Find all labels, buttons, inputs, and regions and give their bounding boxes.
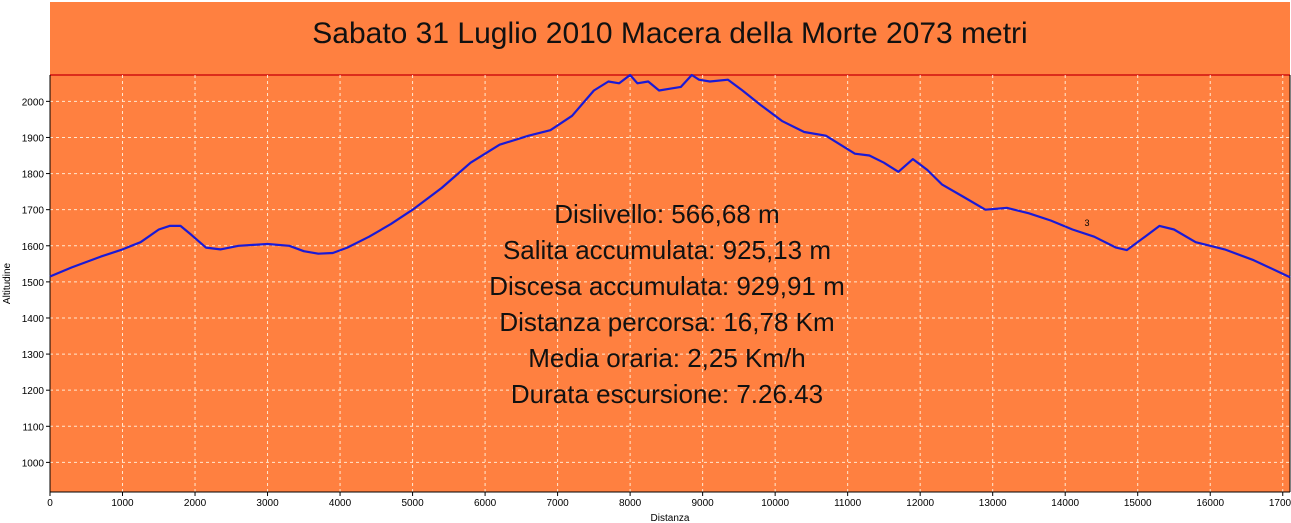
y-tick-label: 1500 xyxy=(22,278,45,289)
ticks: 0 1000 2000 3000 4000 5000 6000 7000 8000 9000 100… xyxy=(22,97,1291,509)
x-tick-label: 9000 xyxy=(692,498,715,509)
plot-background xyxy=(50,75,1290,492)
x-tick-label: 0 xyxy=(47,498,53,509)
y-axis-label: Altitudine xyxy=(2,262,13,304)
stat-total-descent: Discesa accumulata: 929,91 m xyxy=(489,271,845,301)
x-tick-label: 8000 xyxy=(619,498,642,509)
x-tick-label: 3000 xyxy=(256,498,279,509)
stat-distance: Distanza percorsa: 16,78 Km xyxy=(499,307,835,337)
chart-title: Sabato 31 Luglio 2010 Macera della Morte… xyxy=(312,17,1027,50)
elevation-line xyxy=(49,73,1291,279)
x-tick-label: 12000 xyxy=(906,498,934,509)
annotations: 3 xyxy=(1084,218,1089,228)
x-tick-label: 5000 xyxy=(401,498,424,509)
axes xyxy=(49,75,1291,493)
y-tick-label: 1900 xyxy=(22,133,45,144)
x-tick-label: 17000 xyxy=(1269,498,1291,509)
x-tick-label: 7000 xyxy=(546,498,569,509)
x-axis-label: Distanza xyxy=(651,513,690,523)
x-tick-label: 14000 xyxy=(1051,498,1079,509)
x-tick-label: 4000 xyxy=(329,498,352,509)
stat-total-ascent: Salita accumulata: 925,13 m xyxy=(502,235,832,265)
annotation-label: 3 xyxy=(1084,218,1089,228)
y-tick-label: 1300 xyxy=(22,350,45,361)
y-tick-label: 2000 xyxy=(22,97,45,108)
summary-stats: Dislivello: 566,68 m Salita accumulata: … xyxy=(390,196,944,412)
x-tick-label: 13000 xyxy=(979,498,1007,509)
stat-average-speed: Media oraria: 2,25 Km/h xyxy=(528,343,806,373)
y-tick-label: 1000 xyxy=(22,458,45,469)
x-tick-label: 2000 xyxy=(184,498,207,509)
y-tick-label: 1200 xyxy=(22,386,45,397)
x-tick-label: 11000 xyxy=(834,498,862,509)
x-tick-label: 10000 xyxy=(761,498,789,509)
x-tick-label: 15000 xyxy=(1124,498,1152,509)
stat-duration: Durata escursione: 7.26.43 xyxy=(510,379,824,409)
y-tick-label: 1400 xyxy=(22,314,45,325)
x-tick-label: 1000 xyxy=(111,498,134,509)
y-tick-label: 1700 xyxy=(22,206,45,217)
x-tick-label: 6000 xyxy=(474,498,497,509)
y-tick-label: 1100 xyxy=(22,422,44,433)
x-tick-label: 16000 xyxy=(1196,498,1224,509)
stat-elevation-gain: Dislivello: 566,68 m xyxy=(554,199,780,229)
grid xyxy=(49,75,1290,492)
y-tick-label: 1600 xyxy=(22,242,45,253)
title-band xyxy=(50,2,1290,75)
y-tick-label: 1800 xyxy=(22,170,45,181)
